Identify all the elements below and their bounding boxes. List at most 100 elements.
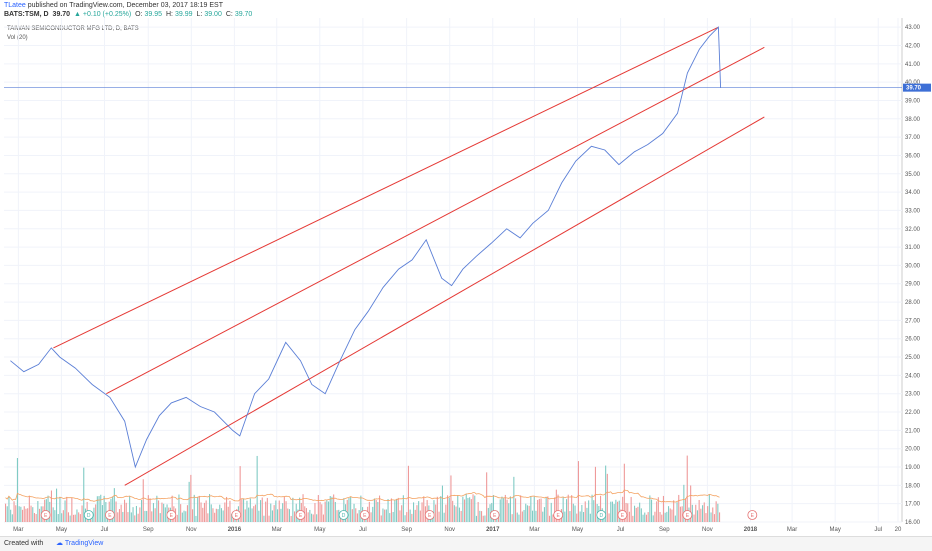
y-tick-label: 32.00 <box>905 227 921 233</box>
x-tick-label: Mar <box>787 527 797 533</box>
volume-bar <box>317 495 319 522</box>
volume-bar <box>615 499 617 522</box>
event-marker-label: E <box>299 513 303 519</box>
volume-bar <box>113 488 115 522</box>
author-link[interactable]: TLatee <box>4 2 26 9</box>
volume-bar <box>484 515 486 522</box>
volume-bar <box>159 513 161 522</box>
volume-bar <box>698 500 700 522</box>
y-tick-label: 29.00 <box>905 282 921 288</box>
volume-bar <box>176 514 178 522</box>
volume-bar <box>372 506 374 522</box>
symbol: BATS:TSM, D <box>4 11 49 18</box>
volume-bar <box>520 495 522 522</box>
volume-bar <box>210 504 212 522</box>
volume-bar <box>571 495 573 522</box>
volume-bar <box>413 502 415 522</box>
volume-bar <box>226 496 228 522</box>
volume-bar <box>438 511 440 522</box>
volume-bar <box>562 497 564 522</box>
volume-bar <box>540 498 542 522</box>
volume-bar <box>112 496 114 522</box>
volume-bar <box>632 515 634 522</box>
volume-bar <box>557 494 559 522</box>
volume-bar <box>515 498 517 522</box>
volume-bar <box>525 503 527 522</box>
volume-bar <box>299 497 301 522</box>
volume-bar <box>350 496 352 522</box>
volume-bar <box>644 512 646 522</box>
volume-bar <box>435 504 437 522</box>
volume-bar <box>492 495 494 522</box>
volume-bar <box>246 500 248 522</box>
volume-bar <box>399 510 401 522</box>
volume-bar <box>433 500 435 522</box>
volume-bar <box>504 494 506 522</box>
channel-line-middle <box>106 46 765 395</box>
volume-bar <box>222 510 224 522</box>
volume-bar <box>64 500 66 522</box>
x-tick-label: Jul <box>359 527 367 533</box>
volume-bar <box>506 499 508 522</box>
event-marker-label: D <box>599 513 603 519</box>
volume-bar <box>375 499 377 522</box>
volume-bar <box>243 498 245 522</box>
volume-bar <box>52 507 54 522</box>
channel-line-lower <box>124 116 765 486</box>
volume-bar <box>705 513 707 522</box>
event-marker <box>489 510 500 520</box>
price-chart[interactable]: 16.00 17.00 18.00 19.00 20.00 21.00 22.00 23.00… <box>0 0 932 536</box>
volume-bar <box>122 511 124 522</box>
volume-bar <box>190 474 192 522</box>
volume-bar <box>462 496 464 522</box>
volume-bar <box>277 509 279 522</box>
volume-bar <box>715 501 717 522</box>
volume-bar <box>71 497 73 522</box>
volume-bar <box>690 485 692 522</box>
volume-bar <box>639 502 641 522</box>
brand-text: TradingView <box>64 540 104 547</box>
volume-bar <box>401 505 403 522</box>
volume-bar <box>137 513 139 522</box>
volume-bar <box>302 494 304 522</box>
volume-bar <box>467 497 469 522</box>
volume-bar <box>183 510 185 522</box>
high-value: 39.99 <box>175 11 193 18</box>
volume-bar <box>479 510 481 522</box>
volume-bar <box>657 497 659 522</box>
volume-bar <box>32 507 34 522</box>
volume-bar <box>39 508 41 522</box>
volume-bar <box>129 496 131 522</box>
volume-bar <box>285 501 287 522</box>
volume-bar <box>141 499 143 522</box>
publish-text: published on TradingView.com, December 0… <box>27 2 223 9</box>
tradingview-logo[interactable]: ☁ TradingView <box>56 540 104 547</box>
y-tick-label: 16.00 <box>905 520 921 526</box>
volume-bar <box>79 514 81 522</box>
volume-bar <box>448 497 450 522</box>
volume-bar <box>681 506 683 522</box>
event-marker <box>553 510 564 520</box>
volume-bar <box>76 509 78 522</box>
volume-bar <box>287 508 289 522</box>
event-marker-label: E <box>686 513 690 519</box>
volume-bar <box>305 508 307 522</box>
y-tick-label: 23.00 <box>905 392 921 398</box>
volume-bar <box>538 498 540 522</box>
volume-bar <box>321 504 323 522</box>
volume-bar <box>67 512 69 522</box>
volume-bar <box>151 511 153 522</box>
volume-bar <box>600 495 602 522</box>
event-marker <box>424 510 435 520</box>
y-tick-label: 19.00 <box>905 465 921 471</box>
volume-bar <box>566 499 568 522</box>
volume-bar <box>511 514 513 522</box>
x-tick-label: Nov <box>702 527 713 533</box>
volume-bar <box>62 510 64 522</box>
volume-bar <box>105 502 107 522</box>
volume-bar <box>100 494 102 522</box>
volume-bar <box>406 512 408 522</box>
volume-bar <box>569 511 571 522</box>
volume-bar <box>261 497 263 522</box>
price-change: ▲ +0.10 (+0.25%) <box>74 11 132 18</box>
